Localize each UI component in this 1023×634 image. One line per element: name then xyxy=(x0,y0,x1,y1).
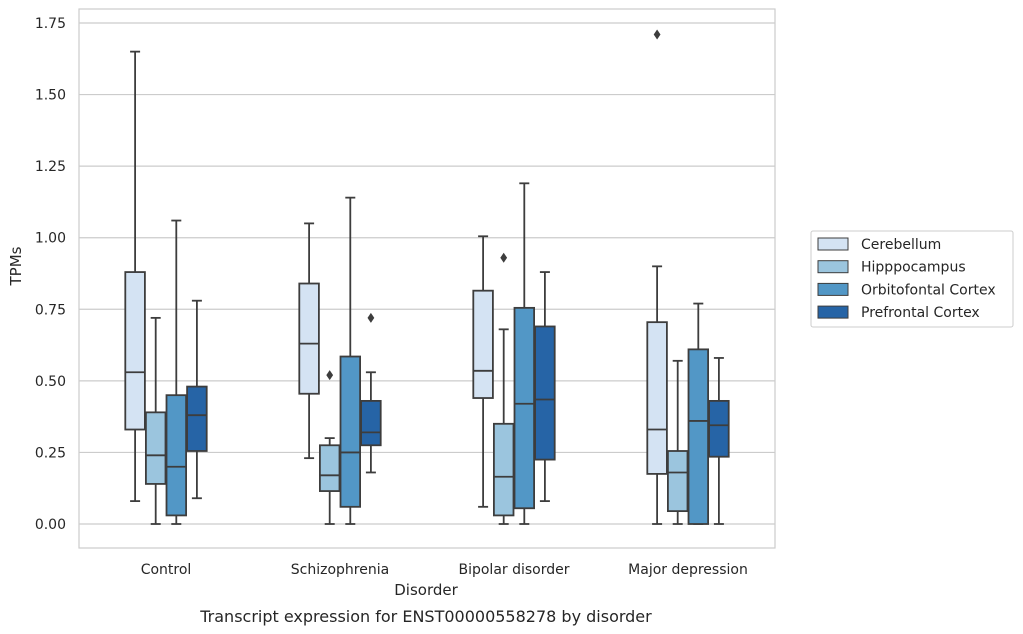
y-tick-label: 1.00 xyxy=(35,231,66,247)
outlier-point xyxy=(326,370,334,381)
x-axis-ticks: Control Schizophrenia Bipolar disorder Majo… xyxy=(141,562,748,578)
x-tick-label: Schizophrenia xyxy=(291,562,389,578)
box-groups xyxy=(124,29,730,525)
box-group xyxy=(124,50,146,502)
legend-frame xyxy=(810,230,1014,328)
plot-frame xyxy=(78,8,776,549)
x-tick-label: Major depression xyxy=(628,562,748,578)
legend-entry: Hipppocampus xyxy=(861,260,966,276)
box xyxy=(186,385,208,452)
y-tick-label: 1.25 xyxy=(35,159,66,175)
box xyxy=(534,325,556,461)
y-axis-label: TPMs xyxy=(7,246,25,286)
box-group xyxy=(708,357,730,525)
box-group xyxy=(646,29,668,525)
box xyxy=(165,394,188,517)
box-group xyxy=(492,252,515,525)
legend-entry: Orbitofontal Cortex xyxy=(861,282,996,298)
x-tick-label: Control xyxy=(141,562,192,578)
box-group xyxy=(298,222,320,460)
box xyxy=(298,282,320,395)
box-group xyxy=(472,235,494,508)
box-group xyxy=(318,370,341,525)
outlier-point xyxy=(653,29,661,40)
legend: Cerebellum Hipppocampus Orbitofontal Corte… xyxy=(810,230,1014,328)
box xyxy=(318,444,341,492)
y-tick-label: 0.25 xyxy=(35,445,66,461)
outlier-point xyxy=(500,252,508,263)
box xyxy=(144,411,167,485)
box-group xyxy=(687,302,710,525)
legend-swatch xyxy=(817,282,849,296)
box xyxy=(124,271,146,431)
y-tick-label: 1.75 xyxy=(35,16,66,32)
y-tick-label: 1.50 xyxy=(35,88,66,104)
box-group xyxy=(144,316,167,525)
grid-lines xyxy=(79,22,775,525)
legend-swatch xyxy=(817,305,849,319)
legend-swatch xyxy=(817,260,849,274)
legend-swatch xyxy=(817,237,849,251)
x-tick-label: Bipolar disorder xyxy=(458,562,569,578)
box xyxy=(339,355,362,508)
box xyxy=(360,399,382,447)
box-group xyxy=(534,271,556,502)
box xyxy=(513,306,536,510)
box-group xyxy=(339,196,362,525)
box xyxy=(667,450,689,513)
legend-entry: Prefrontal Cortex xyxy=(861,305,980,321)
x-axis-label: Disorder xyxy=(394,581,458,599)
box xyxy=(708,399,730,458)
y-tick-label: 0.50 xyxy=(35,374,66,390)
y-tick-label: 0.75 xyxy=(35,302,66,318)
box-group xyxy=(165,219,188,525)
box-group xyxy=(186,299,208,500)
box-group xyxy=(513,182,536,525)
y-axis-ticks: 0.00 0.25 0.50 0.75 1.00 1.25 1.50 1.75 xyxy=(35,16,66,533)
box xyxy=(492,422,515,517)
box xyxy=(472,289,494,399)
box xyxy=(687,348,710,525)
box-group xyxy=(360,312,382,474)
chart-caption: Transcript expression for ENST0000055827… xyxy=(199,607,652,626)
outlier-point xyxy=(367,312,375,323)
y-tick-label: 0.00 xyxy=(35,517,66,533)
box-group xyxy=(667,359,689,525)
box xyxy=(646,321,668,475)
legend-entry: Cerebellum xyxy=(861,237,941,253)
